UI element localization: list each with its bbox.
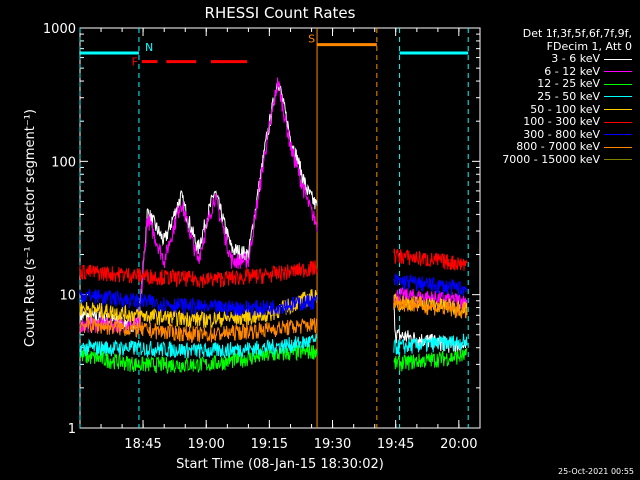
series-line <box>79 289 318 329</box>
legend-entry-label: 7000 - 15000 keV <box>502 152 600 166</box>
legend-entry-label: 800 - 7000 keV <box>516 140 600 154</box>
legend-swatch <box>604 134 632 136</box>
flag-label: N <box>145 41 153 54</box>
timestamp: 25-Oct-2021 00:55 <box>558 467 634 476</box>
legend-entry-label: 100 - 300 keV <box>523 115 600 129</box>
legend-swatch <box>604 146 632 148</box>
x-tick-label: 19:00 <box>187 437 224 452</box>
legend-swatch <box>604 83 632 85</box>
y-tick-label: 1 <box>68 422 76 437</box>
legend-entry-label: 300 - 800 keV <box>523 127 600 141</box>
y-tick-label: 1000 <box>43 22 76 37</box>
series-line <box>393 295 468 319</box>
flag-label: S <box>308 33 315 46</box>
legend-entry-label: 50 - 100 keV <box>530 102 600 116</box>
y-tick-label: 100 <box>51 155 76 170</box>
annotations: NF S <box>79 28 469 428</box>
flag-label: F <box>132 56 138 69</box>
y-axis-label: Count Rate (s⁻¹ detector segment⁻¹) <box>23 109 38 347</box>
series-line <box>393 273 468 297</box>
legend-entry: 6 - 12 keV <box>470 64 632 79</box>
legend-header-1: Det 1f,3f,5f,6f,7f,9f, <box>522 27 632 40</box>
x-tick-label: 19:30 <box>314 437 351 452</box>
legend-entry: 3 - 6 keV <box>470 52 632 66</box>
legend-swatch <box>604 71 632 73</box>
x-tick-label: 19:15 <box>251 437 288 452</box>
legend-swatch <box>604 109 632 111</box>
legend-entry: 7000 - 15000 keV <box>470 152 632 167</box>
legend-entry: 50 - 100 keV <box>470 102 632 117</box>
x-tick-label: 20:00 <box>440 437 477 452</box>
legend-entry-label: 25 - 50 keV <box>537 89 600 103</box>
series-line <box>79 316 318 344</box>
legend-swatch <box>604 58 632 60</box>
legend-swatch <box>604 159 632 161</box>
x-tick-label: 18:45 <box>124 437 161 452</box>
x-tick-label: 19:45 <box>377 437 414 452</box>
series-layer <box>79 77 468 375</box>
legend-swatch <box>604 96 632 98</box>
legend-entry: 25 - 50 keV <box>470 89 632 104</box>
legend-swatch <box>604 121 632 123</box>
legend-header-2: FDecim 1, Att 0 <box>546 39 632 53</box>
legend-entry-label: 12 - 25 keV <box>537 77 600 91</box>
legend-entry: 800 - 7000 keV <box>470 141 632 154</box>
legend-entry: 100 - 300 keV <box>470 115 632 129</box>
series-line <box>79 260 318 289</box>
legend-entry-label: 3 - 6 keV <box>551 52 600 66</box>
series-line <box>79 333 318 359</box>
axis-ticks: 1 10 100 1000 18:45 19:00 19:15 19:30 19:45 20:00 <box>43 22 480 452</box>
series-line <box>393 248 468 271</box>
series-line <box>393 333 468 355</box>
legend: Det 1f,3f,5f,6f,7f,9f, FDecim 1, Att 0 3… <box>470 27 632 167</box>
legend-entry: 300 - 800 keV <box>470 127 632 142</box>
x-axis-label: Start Time (08-Jan-15 18:30:02) <box>176 457 384 472</box>
legend-entry: 12 - 25 keV <box>470 78 632 91</box>
series-line <box>393 348 468 372</box>
legend-entry-label: 6 - 12 keV <box>544 64 600 78</box>
y-tick-label: 10 <box>59 289 76 304</box>
series-line <box>79 288 318 317</box>
chart-title: RHESSI Count Rates <box>205 4 356 22</box>
